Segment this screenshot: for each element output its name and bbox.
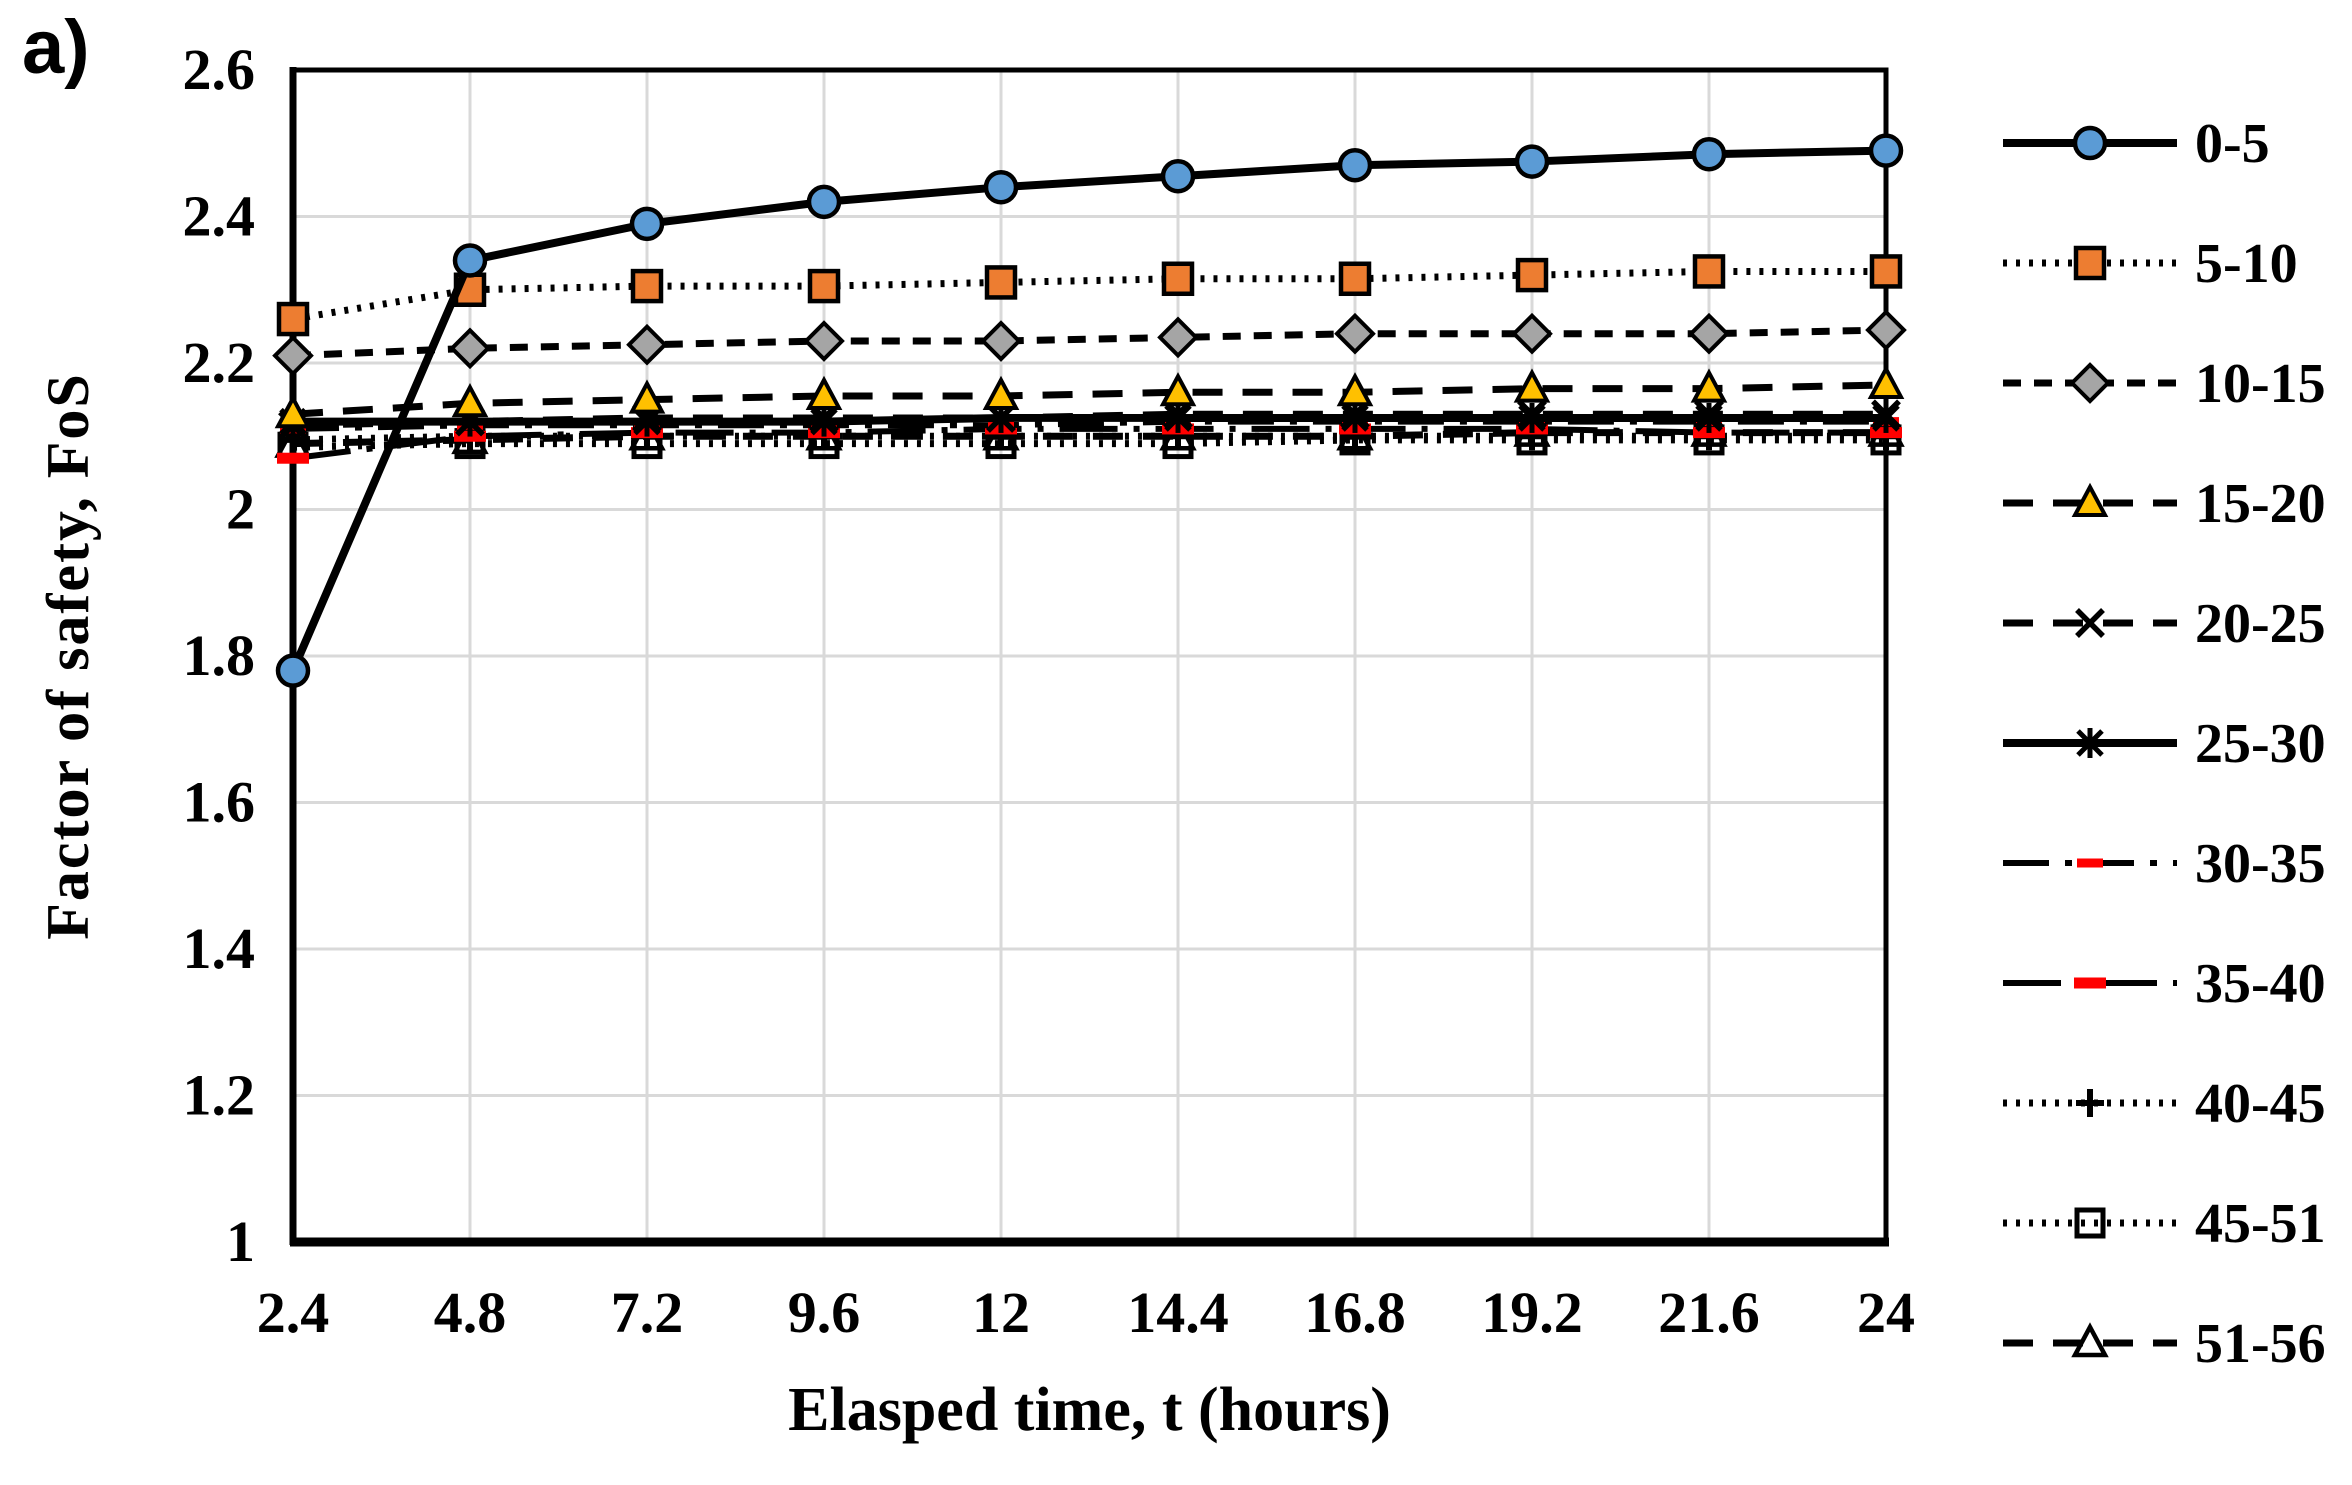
legend-label: 35-40 [2195,953,2326,1015]
series-line-15-20 [292,381,1887,418]
x-tick-label: 9.6 [788,1280,861,1345]
series-line-45-51 [292,436,1886,451]
legend-label: 10-15 [2195,353,2326,415]
series-markers-5-10 [276,254,1903,337]
legend-entry-35-40: 35-40 [2003,953,2326,1015]
legend-label: 51-56 [2195,1313,2326,1375]
y-axis-title: Factor of safety, FoS [35,372,101,939]
legend-entry-10-15: 10-15 [2003,353,2326,415]
legend: 0-5 5-10 10-15 15-20 20-25 25-30 30-35 35-40 40-… [2003,113,2326,1375]
series-markers-15-20 [274,364,1905,429]
y-tick-label: 2.6 [183,37,256,102]
legend-entry-25-30: 25-30 [2003,713,2326,775]
legend-entry-15-20: 15-20 [2003,473,2326,535]
series-line-40-45 [292,432,1886,444]
legend-label: 25-30 [2195,713,2326,775]
x-tick-label: 21.6 [1658,1280,1760,1345]
series-0-5 [275,133,1904,688]
legend-entry-40-45: 40-45 [2003,1073,2326,1135]
legend-label: 45-51 [2195,1193,2326,1255]
series-line-20-25 [292,410,1886,429]
y-tick-label: 1.6 [183,770,256,835]
series-line-0-5 [289,146,1887,673]
x-tick-label: 19.2 [1481,1280,1583,1345]
series-line-35-40 [292,425,1886,462]
y-tick-label: 1.8 [183,623,256,688]
legend-entry-30-35: 30-35 [2003,833,2326,895]
x-tick-label: 2.4 [257,1280,330,1345]
series-markers-0-5 [275,133,1904,688]
legend-label: 15-20 [2195,473,2326,535]
series-line-51-56 [292,429,1886,448]
legend-entry-20-25: 20-25 [2003,593,2326,655]
x-tick-label: 4.8 [434,1280,507,1345]
legend-label: 20-25 [2195,593,2326,655]
legend-label: 40-45 [2195,1073,2326,1135]
series-markers-10-15 [272,309,1907,377]
series-line-5-10 [292,267,1886,323]
legend-entry-45-51: 45-51 [2003,1193,2326,1255]
legend-entry-51-56: 51-56 [2003,1313,2326,1375]
x-tick-label: 16.8 [1304,1280,1406,1345]
y-tick-label: 2 [226,477,255,542]
series-10-15 [272,309,1907,377]
y-tick-label: 1 [226,1209,255,1274]
x-tick-label: 12 [972,1280,1030,1345]
legend-label: 30-35 [2195,833,2326,895]
y-tick-label: 1.2 [183,1063,256,1128]
series-5-10 [276,254,1903,337]
series-line-25-30 [293,413,1886,426]
series-line-10-15 [292,326,1887,360]
x-tick-label: 7.2 [611,1280,684,1345]
legend-entry-5-10: 5-10 [2003,233,2298,295]
series-15-20 [274,364,1905,429]
x-tick-label: 24 [1857,1280,1915,1345]
x-tick-label: 14.4 [1127,1280,1229,1345]
legend-entry-0-5: 0-5 [2003,113,2270,175]
y-tick-label: 2.2 [183,330,256,395]
legend-label: 5-10 [2195,233,2298,295]
figure-label: a) [22,5,90,90]
tick-labels: 1 1.2 1.4 1.6 1.8 2 2.2 2.4 2.6 2.4 4.8 7.2 9.6 12 14.… [183,37,1916,1345]
series-20-25 [278,399,1901,441]
y-tick-label: 2.4 [183,184,256,249]
y-tick-label: 1.4 [183,916,256,981]
legend-label: 0-5 [2195,113,2270,175]
x-axis-title: Elasped time, t (hours) [788,1376,1391,1444]
